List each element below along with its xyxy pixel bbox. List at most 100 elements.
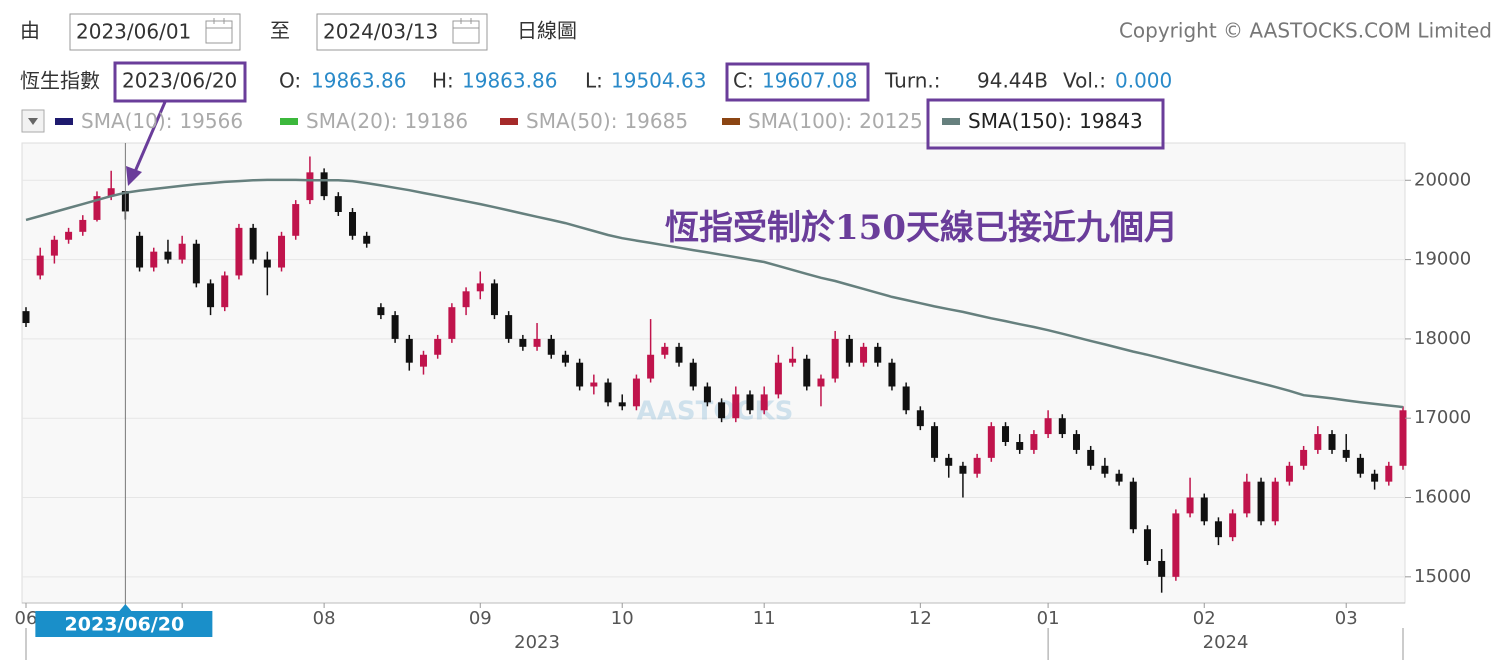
candle-body bbox=[1271, 481, 1279, 522]
candle-body bbox=[1229, 513, 1237, 538]
candle-body bbox=[448, 307, 456, 339]
legend-value: 19566 bbox=[179, 109, 243, 133]
candle-body bbox=[760, 394, 768, 411]
candle-body bbox=[1371, 473, 1379, 482]
quote-label: Vol.: bbox=[1063, 69, 1106, 93]
candle-body bbox=[845, 338, 853, 363]
candle-body bbox=[207, 283, 215, 308]
candle-body bbox=[377, 307, 385, 316]
candle-body bbox=[1072, 434, 1080, 450]
watermark: AASTOCKS bbox=[637, 397, 794, 427]
candle-body bbox=[292, 204, 300, 236]
dropdown-arrow bbox=[28, 118, 38, 125]
x-group-label: 2023 bbox=[514, 632, 560, 653]
candle-body bbox=[647, 354, 655, 379]
candle-body bbox=[278, 235, 286, 268]
quote-label: O: bbox=[279, 69, 301, 93]
candle-body bbox=[774, 362, 782, 395]
candle-body bbox=[1101, 465, 1109, 474]
annotation: 恆指受制於150天線已接近九個月 bbox=[665, 208, 1178, 248]
quote-value: 19863.86 bbox=[311, 69, 406, 93]
calendar-icon[interactable] bbox=[452, 18, 480, 44]
candle-body bbox=[136, 235, 144, 268]
candle-body bbox=[547, 338, 555, 355]
candle-body bbox=[434, 338, 442, 355]
candle-body bbox=[363, 235, 371, 244]
candle-body bbox=[1300, 449, 1308, 466]
candle-body bbox=[959, 465, 967, 474]
sma-line bbox=[25, 178, 1404, 409]
end-date-input[interactable] bbox=[316, 13, 488, 51]
candle-body bbox=[1158, 560, 1166, 577]
y-tick-label: 15000 bbox=[1414, 566, 1471, 587]
candle-body bbox=[632, 378, 640, 407]
legend-name: SMA(100): bbox=[748, 109, 852, 133]
candle-body bbox=[1129, 481, 1137, 530]
candle-body bbox=[789, 358, 797, 363]
y-tick-label: 20000 bbox=[1414, 169, 1471, 190]
y-tick-label: 18000 bbox=[1414, 328, 1471, 349]
candle-body bbox=[689, 362, 697, 387]
candle-body bbox=[874, 346, 882, 363]
legend-entry[interactable]: SMA(50): 19685 bbox=[526, 109, 688, 133]
period[interactable]: 日線圖 bbox=[517, 19, 577, 43]
candle-body bbox=[604, 382, 612, 403]
quote-value: 19504.63 bbox=[611, 69, 706, 93]
legend-entry[interactable]: SMA(20): 19186 bbox=[306, 109, 468, 133]
crosshair-pointer bbox=[119, 604, 132, 611]
start-date-input[interactable] bbox=[69, 13, 241, 51]
x-tick-label: 11 bbox=[753, 608, 776, 629]
calendar-icon[interactable] bbox=[205, 18, 233, 44]
y-tick-label: 16000 bbox=[1414, 487, 1471, 508]
quote-value: 94.44B bbox=[977, 69, 1048, 93]
candle-body bbox=[476, 283, 484, 292]
candle-body bbox=[462, 291, 470, 308]
end-date: 2024/03/13 bbox=[323, 20, 438, 44]
candle-body bbox=[334, 196, 342, 212]
candle-body bbox=[916, 410, 924, 427]
candle-body bbox=[1172, 513, 1180, 577]
candle-body bbox=[732, 394, 740, 419]
candle-body bbox=[249, 227, 257, 260]
y-tick-label: 19000 bbox=[1414, 249, 1471, 270]
legend-swatch bbox=[500, 118, 518, 125]
x-tick-label: 01 bbox=[1037, 608, 1060, 629]
candle-body bbox=[36, 255, 44, 276]
candle-body bbox=[1243, 481, 1251, 514]
candle-body bbox=[561, 354, 569, 363]
candle-body bbox=[221, 275, 229, 308]
candle-body bbox=[1200, 497, 1208, 522]
candle-body bbox=[902, 386, 910, 411]
start-date: 2023/06/01 bbox=[76, 20, 191, 44]
copyright: Copyright © AASTOCKS.COM Limited bbox=[1119, 19, 1492, 43]
arrow-head bbox=[126, 166, 142, 186]
x-tick-label: 12 bbox=[909, 608, 932, 629]
candle-body bbox=[860, 346, 868, 363]
legend-entry[interactable]: SMA(100): 20125 bbox=[748, 109, 923, 133]
candle-body bbox=[618, 402, 626, 407]
candle-body bbox=[65, 231, 73, 240]
x-tick-label: 10 bbox=[611, 608, 634, 629]
y-tick-label: 17000 bbox=[1414, 407, 1471, 428]
candle-body bbox=[1328, 434, 1336, 450]
candle-body bbox=[93, 196, 101, 220]
candle-body bbox=[931, 426, 939, 458]
candle-body bbox=[107, 188, 115, 197]
legend-name: SMA(150): bbox=[968, 109, 1072, 133]
candle-body bbox=[1143, 529, 1151, 561]
candle-body bbox=[1044, 418, 1052, 435]
legend-name: SMA(50): bbox=[526, 109, 617, 133]
legend-name: SMA(10): bbox=[81, 109, 172, 133]
legend-entry[interactable]: SMA(150): 19843 bbox=[968, 109, 1143, 133]
candle-body bbox=[50, 239, 58, 256]
candle-body bbox=[490, 283, 498, 316]
legend-swatch bbox=[722, 118, 740, 125]
candle-body bbox=[675, 346, 683, 363]
quote-value: 19607.08 bbox=[762, 69, 857, 93]
candle-body bbox=[1058, 418, 1066, 435]
legend-entry[interactable]: SMA(10): 19566 bbox=[81, 109, 243, 133]
candle-body bbox=[164, 251, 172, 260]
quote-value: 0.000 bbox=[1115, 69, 1172, 93]
x-group-label: 2024 bbox=[1203, 632, 1249, 653]
